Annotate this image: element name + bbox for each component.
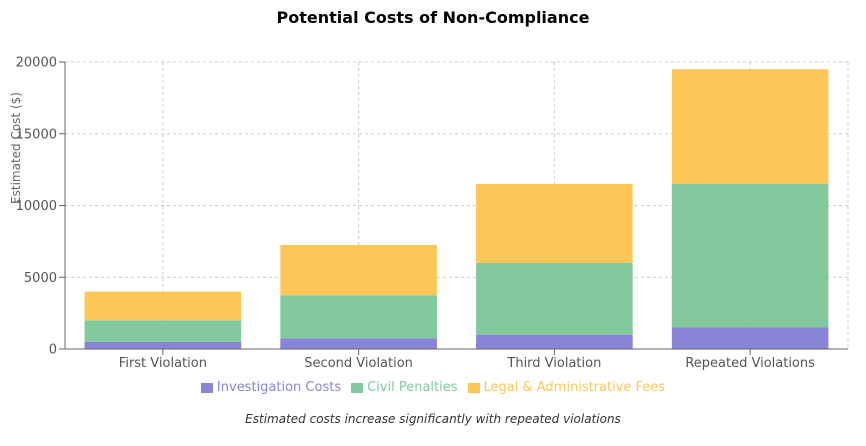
legend-swatch (200, 382, 213, 393)
x-tick-label: Second Violation (304, 356, 413, 371)
grid-lines (65, 61, 849, 349)
legend-item[interactable]: Investigation Costs (200, 380, 342, 395)
axes: 0 5000 10000 15000 20000 First Violation Secon… (16, 56, 848, 371)
legend-item[interactable]: Civil Penalties (351, 380, 458, 395)
y-axis-label: Estimated Cost ($) (9, 92, 23, 204)
bar-segment-investigation-costs[interactable] (280, 338, 437, 349)
bar-segment-legal-administrative-fees[interactable] (280, 244, 437, 296)
legend-label: Legal & Administrative Fees (483, 380, 666, 395)
y-tick-label: 0 (49, 343, 57, 358)
y-tick-label: 15000 (16, 127, 57, 142)
chart-title: Potential Costs of Non-Compliance (276, 8, 590, 27)
bar-segment-civil-penalties[interactable] (671, 183, 829, 328)
legend-swatch (351, 382, 364, 393)
bar-segment-civil-penalties[interactable] (84, 320, 242, 342)
legend: Investigation Costs Civil Penalties Legal … (0, 380, 866, 395)
footnote: Estimated costs increase significantly w… (245, 412, 621, 426)
bar-segment-legal-administrative-fees[interactable] (84, 291, 242, 321)
y-tick-label: 10000 (16, 199, 57, 214)
bar-segment-legal-administrative-fees[interactable] (476, 183, 633, 263)
y-tick-label: 20000 (16, 56, 57, 71)
x-tick-label: Repeated Violations (685, 356, 815, 371)
bars (84, 69, 829, 349)
bar-segment-civil-penalties[interactable] (280, 295, 437, 339)
y-tick-label: 5000 (24, 271, 57, 286)
bar-segment-civil-penalties[interactable] (476, 262, 633, 335)
legend-label: Civil Penalties (367, 380, 458, 395)
x-tick-label: Third Violation (506, 356, 601, 371)
bar-segment-investigation-costs[interactable] (671, 327, 829, 349)
legend-label: Investigation Costs (216, 380, 342, 395)
bar-segment-investigation-costs[interactable] (84, 341, 242, 349)
legend-item[interactable]: Legal & Administrative Fees (467, 380, 666, 395)
x-tick-label: First Violation (119, 356, 207, 371)
bar-segment-legal-administrative-fees[interactable] (671, 69, 829, 184)
bar-segment-investigation-costs[interactable] (476, 334, 633, 349)
legend-swatch (467, 382, 480, 393)
